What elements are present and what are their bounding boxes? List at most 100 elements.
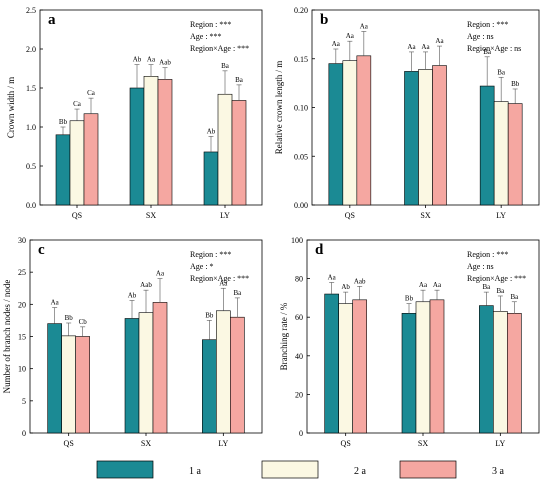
bar <box>493 311 508 434</box>
bar <box>338 303 353 434</box>
significance-label: Aab <box>140 281 152 289</box>
bar <box>401 313 417 434</box>
significance-label: Ba <box>482 283 491 291</box>
legend-label: 2 a <box>354 466 367 477</box>
stat-text: Region : *** <box>190 20 231 29</box>
bar <box>230 316 245 434</box>
significance-label: Aa <box>435 37 444 45</box>
significance-label: Aa <box>360 22 369 30</box>
bar <box>479 85 495 206</box>
panel-d: 0 20 40 60 80 100 Branching rate / % d Region : … <box>279 236 540 448</box>
significance-label: Aa <box>332 40 341 48</box>
stat-text: Age : *** <box>190 32 222 41</box>
stat-text: Age : * <box>190 262 214 271</box>
y-tick-label: 25 <box>18 268 26 277</box>
significance-label: Ca <box>73 100 82 108</box>
bar <box>152 302 168 434</box>
significance-label: Ab <box>207 127 216 135</box>
bar <box>55 134 71 206</box>
y-tick-label: 20 <box>18 300 26 309</box>
bar <box>415 301 431 434</box>
bar <box>138 312 154 434</box>
legend-label: 1 a <box>189 466 202 477</box>
y-tick-label: 2.0 <box>26 45 36 54</box>
x-tick-label: LY <box>496 211 506 220</box>
stat-text: Region×Age : *** <box>190 44 249 53</box>
bar <box>418 69 433 206</box>
significance-label: Aa <box>156 270 165 278</box>
panel-letter: c <box>38 242 45 258</box>
legend-swatch <box>96 460 154 479</box>
significance-label: Bb <box>511 80 520 88</box>
stat-text: Age : ns <box>467 32 494 41</box>
significance-label: Aa <box>346 32 355 40</box>
y-axis-label: Crown width / m <box>6 77 16 138</box>
bar <box>217 93 233 206</box>
y-tick-label: 60 <box>295 313 303 322</box>
x-tick-label: QS <box>72 211 82 220</box>
bar <box>124 318 140 434</box>
significance-label: Aa <box>419 281 428 289</box>
significance-label: Ba <box>483 48 492 56</box>
y-tick-label: 2.5 <box>26 6 36 15</box>
significance-label: Aab <box>354 277 366 285</box>
y-tick-label: 30 <box>18 236 26 245</box>
bar <box>61 335 76 434</box>
x-tick-label: SX <box>141 439 151 448</box>
y-tick-label: 0.5 <box>26 162 36 171</box>
x-tick-label: SX <box>418 439 428 448</box>
y-tick-label: 0.0 <box>26 201 36 210</box>
y-axis-label: Number of branch nodes / node <box>2 280 12 394</box>
significance-label: Aa <box>328 273 337 281</box>
stat-text: Region : *** <box>467 250 508 259</box>
significance-label: Ab <box>133 56 142 64</box>
y-tick-label: 0.05 <box>294 152 308 161</box>
bar <box>507 313 522 434</box>
panel-letter: a <box>48 12 56 28</box>
bar <box>328 63 344 206</box>
panel-a: 0.0 0.5 1.0 1.5 2.0 2.5 Crown width / m a Region… <box>6 6 263 220</box>
bar <box>231 100 247 206</box>
bar <box>202 339 217 434</box>
bar <box>129 87 145 206</box>
significance-label: Ba <box>497 68 506 76</box>
stat-text: Region : *** <box>467 20 508 29</box>
significance-label: Bb <box>65 314 74 322</box>
stat-text: Age : ns <box>467 262 494 271</box>
significance-label: Bb <box>405 295 414 303</box>
bar <box>356 55 372 206</box>
legend-label: 3 a <box>492 466 505 477</box>
stat-text: Region : *** <box>190 250 231 259</box>
bar <box>157 79 173 206</box>
stat-text: Region×Age : *** <box>190 274 249 283</box>
bar <box>352 299 367 434</box>
significance-label: Aa <box>147 56 156 64</box>
significance-label: Aa <box>219 279 228 287</box>
x-tick-label: LY <box>218 439 228 448</box>
x-tick-label: LY <box>495 439 505 448</box>
significance-label: Aab <box>159 59 171 67</box>
bar <box>47 323 62 434</box>
y-tick-label: 0.10 <box>294 104 308 113</box>
bar <box>216 310 231 434</box>
bar <box>493 101 509 206</box>
y-tick-label: 10 <box>18 365 26 374</box>
y-tick-label: 40 <box>295 352 303 361</box>
panel-c: 0 5 10 15 20 25 30 Number of branch nodes / nod… <box>2 236 263 448</box>
bar <box>507 103 523 206</box>
significance-label: Ba <box>221 62 230 70</box>
y-tick-label: 1.5 <box>26 84 36 93</box>
bar <box>324 293 339 434</box>
bar <box>203 151 219 206</box>
y-axis-label: Branching rate / % <box>279 302 289 370</box>
bar <box>479 305 494 434</box>
bar <box>432 65 447 206</box>
significance-label: Bb <box>205 311 214 319</box>
significance-label: Aa <box>51 299 60 307</box>
bar <box>143 76 159 206</box>
x-tick-label: QS <box>64 439 74 448</box>
x-tick-label: LY <box>220 211 230 220</box>
x-tick-label: SX <box>146 211 156 220</box>
bar <box>83 113 99 206</box>
